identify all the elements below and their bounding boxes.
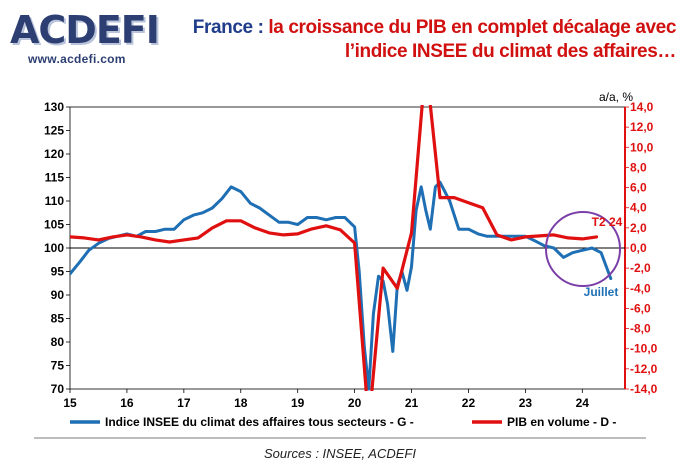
right-tick-label: 14,0	[630, 100, 654, 114]
x-tick-label: 18	[234, 396, 248, 410]
x-tick-label: 23	[519, 396, 533, 410]
left-tick-label: 90	[51, 288, 65, 302]
right-tick-label: -2,0	[630, 261, 651, 275]
series-line-gdp	[70, 105, 599, 391]
left-tick-label: 120	[44, 147, 64, 161]
left-tick-label: 85	[51, 312, 65, 326]
x-tick-label: 22	[462, 396, 476, 410]
left-tick-label: 105	[44, 218, 64, 232]
left-tick-label: 70	[51, 382, 65, 396]
left-tick-label: 100	[44, 241, 64, 255]
chart: 130 125 120 115 110 105 100 95 90 85 80 75 70 14,0 12…	[44, 90, 658, 429]
right-axis: 14,0 12,0 10,0 8,0 6,0 4,0 2,0 0,0 -2,0 -4,0 -6,0 -…	[624, 100, 658, 396]
x-tick-label: 17	[177, 396, 191, 410]
right-tick-label: 2,0	[630, 221, 647, 235]
title-line-1: France : la croissance du PIB en complet…	[180, 16, 677, 40]
left-tick-label: 95	[51, 265, 65, 279]
right-tick-label: -6,0	[630, 301, 651, 315]
logo-name: ACDEFI	[10, 8, 160, 52]
title-lead: France :	[192, 17, 264, 38]
legend-label-climate: Indice INSEE du climat des affaires tous…	[105, 415, 414, 429]
right-tick-label: 12,0	[630, 120, 654, 134]
footer-divider	[34, 437, 646, 439]
left-tick-label: 115	[45, 171, 65, 185]
title-line1-text: la croissance du PIB en complet décalage…	[268, 17, 676, 38]
right-tick-label: -8,0	[630, 322, 651, 336]
x-tick-label: 15	[63, 396, 77, 410]
left-tick-label: 110	[45, 194, 65, 208]
highlight-circle	[545, 211, 621, 287]
right-tick-label: -14,0	[630, 382, 658, 396]
left-tick-label: 125	[44, 124, 64, 138]
page-title: France : la croissance du PIB en complet…	[180, 16, 677, 64]
right-tick-label: 0,0	[630, 241, 647, 255]
right-tick-label: -4,0	[630, 281, 651, 295]
left-tick-label: 80	[51, 335, 65, 349]
right-tick-label: 10,0	[630, 140, 654, 154]
annotation-t2-24: T2 24	[592, 215, 623, 229]
title-line-2: l’indice INSEE du climat des affaires…	[344, 41, 677, 62]
right-tick-label: -12,0	[630, 362, 658, 376]
acdefi-logo: ACDEFI www.acdefi.com	[8, 8, 168, 68]
legend-label-gdp: PIB en volume - D -	[507, 415, 616, 429]
left-tick-label: 75	[51, 359, 65, 373]
logo-url: www.acdefi.com	[28, 52, 126, 66]
series-line-climate	[70, 180, 613, 391]
legend: Indice INSEE du climat des affaires tous…	[70, 415, 616, 429]
x-tick-label: 19	[291, 396, 305, 410]
left-tick-label: 130	[44, 100, 64, 114]
right-tick-label: 4,0	[630, 201, 647, 215]
right-tick-label: 8,0	[630, 160, 647, 174]
right-tick-label: -10,0	[630, 342, 658, 356]
x-tick-label: 21	[405, 396, 419, 410]
right-axis-label: a/a, %	[599, 90, 633, 104]
x-tick-label: 20	[348, 396, 362, 410]
annotation-juillet: Juillet	[584, 285, 619, 299]
x-tick-label: 16	[120, 396, 134, 410]
x-axis: 15 16 17 18 19 20 21 22 23 24	[63, 389, 589, 410]
x-tick-label: 24	[576, 396, 590, 410]
sources-note: Sources : INSEE, ACDEFI	[264, 446, 416, 461]
left-axis: 130 125 120 115 110 105 100 95 90 85 80 75 70	[44, 100, 70, 396]
right-tick-label: 6,0	[630, 181, 647, 195]
